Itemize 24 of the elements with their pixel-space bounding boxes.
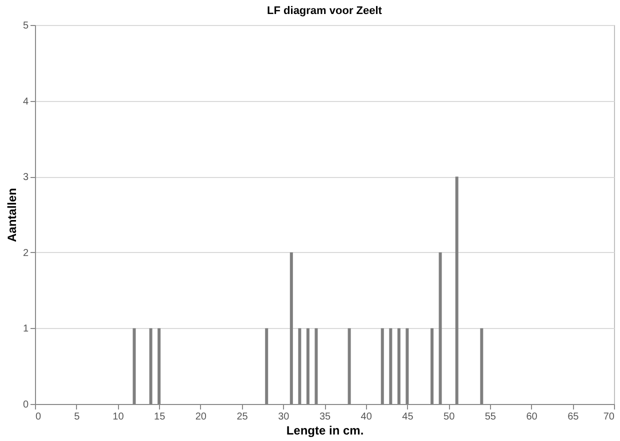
- y-tick-label: 2: [22, 248, 29, 259]
- x-tick-label: 45: [402, 412, 414, 422]
- y-axis-title: Aantallen: [4, 188, 19, 242]
- x-tick-label: 25: [236, 412, 248, 422]
- y-tick-label: 0: [22, 400, 29, 410]
- x-tick-label: 30: [278, 412, 290, 422]
- x-tick-label: 15: [154, 412, 166, 422]
- x-axis-title: Lengte in cm.: [286, 424, 364, 438]
- x-tick-label: 40: [360, 412, 372, 422]
- y-tick-label: 5: [22, 20, 29, 32]
- x-tick-label: 35: [319, 412, 331, 422]
- x-tick-label: 70: [603, 412, 615, 422]
- x-tick-label: 10: [112, 412, 124, 422]
- y-tick-label: 4: [22, 96, 29, 108]
- x-tick-label: 20: [195, 412, 207, 422]
- x-tick-label: 50: [444, 412, 456, 422]
- x-tick-label: 60: [526, 412, 538, 422]
- x-tick-label: 5: [74, 412, 80, 422]
- chart-title: LF diagram voor Zeelt: [267, 5, 382, 17]
- y-tick-label: 3: [22, 172, 29, 184]
- x-tick-label: 0: [36, 412, 42, 422]
- x-tick-label: 65: [568, 412, 580, 422]
- x-tick-label: 55: [484, 412, 496, 422]
- y-tick-label: 1: [22, 324, 29, 335]
